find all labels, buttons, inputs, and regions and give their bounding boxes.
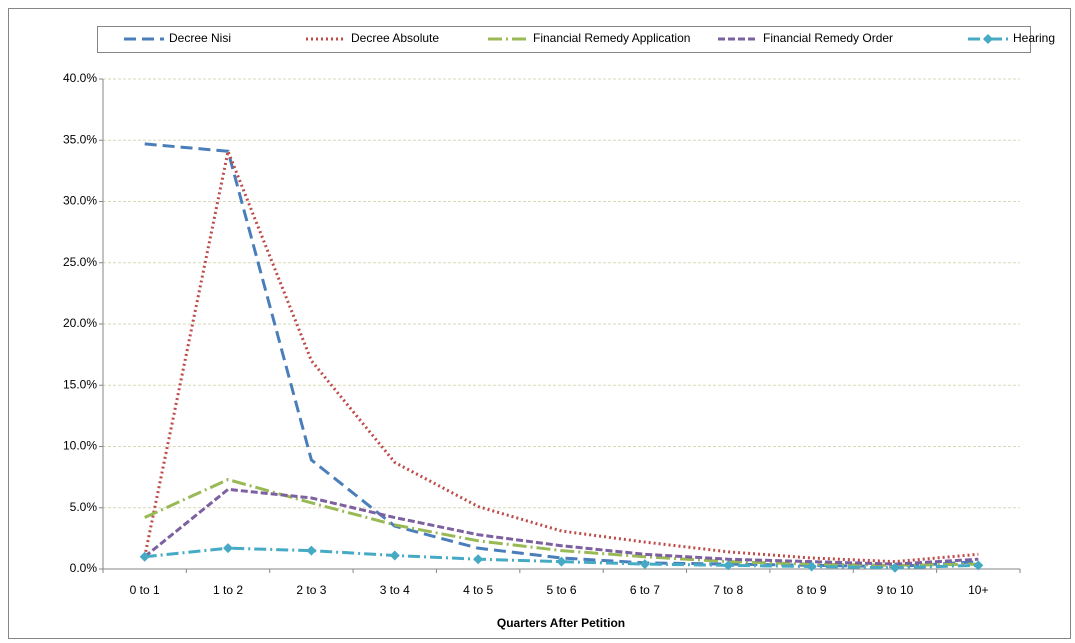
data-point [223,543,234,554]
y-tick-label: 40.0% [63,71,97,85]
x-tick-label: 3 to 4 [380,583,410,597]
data-point [723,560,734,571]
data-point [639,559,650,570]
x-axis-label: Quarters After Petition [497,616,625,630]
series-line [143,487,979,566]
legend-box [97,26,1031,53]
x-tick-label: 8 to 9 [797,583,827,597]
legend-label: Financial Remedy Order [763,31,893,45]
series-line [144,477,979,567]
data-point [556,556,567,567]
x-tick-label: 6 to 7 [630,583,660,597]
y-tick-label: 35.0% [63,132,97,146]
x-tick-label: 2 to 3 [296,583,326,597]
legend-marker [983,34,993,44]
y-tick-label: 25.0% [63,255,97,269]
chart-frame [8,8,1071,639]
x-tick-label: 7 to 8 [713,583,743,597]
data-point [389,550,400,561]
x-tick-label: 4 to 5 [463,583,493,597]
data-point [973,560,984,571]
x-tick-label: 10+ [968,583,988,597]
legend-label: Decree Nisi [169,31,231,45]
series-line [144,142,979,569]
series-line [143,146,979,564]
y-tick-label: 30.0% [63,194,97,208]
y-tick-label: 0.0% [70,561,98,575]
data-point [473,554,484,565]
x-tick-label: 5 to 6 [546,583,576,597]
legend-label: Financial Remedy Application [533,31,690,45]
x-tick-label: 9 to 10 [877,583,914,597]
y-tick-label: 5.0% [70,500,98,514]
data-point [889,562,900,573]
x-tick-label: 0 to 1 [130,583,160,597]
data-point [806,561,817,572]
legend-label: Decree Absolute [351,31,439,45]
data-point [306,545,317,556]
y-tick-label: 20.0% [63,316,97,330]
data-point [139,551,150,562]
y-tick-label: 10.0% [63,439,97,453]
series-line [144,546,979,570]
y-tick-label: 15.0% [63,377,97,391]
legend-label: Hearing [1013,31,1055,45]
x-tick-label: 1 to 2 [213,583,243,597]
